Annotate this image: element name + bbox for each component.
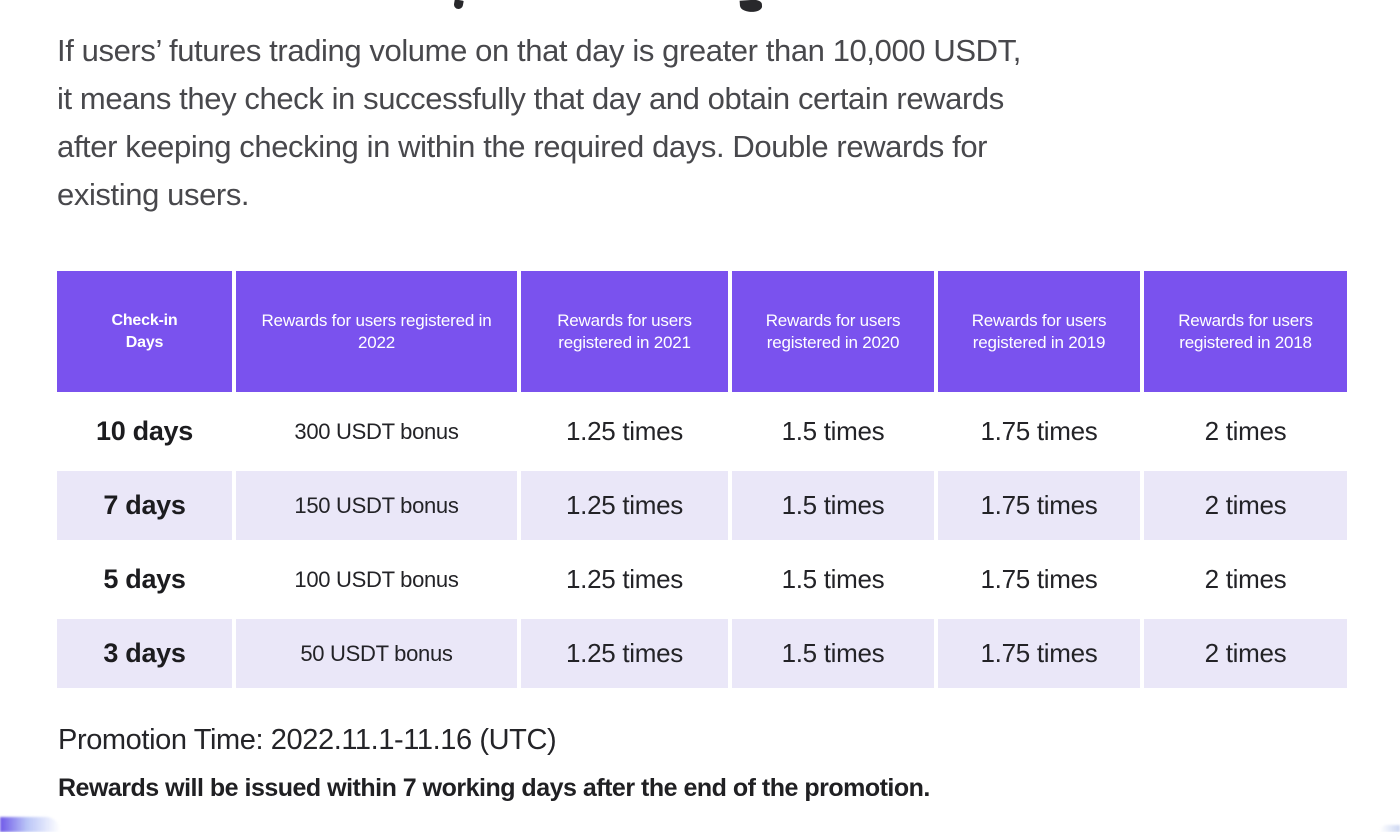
table-cell: 1.5 times bbox=[732, 471, 934, 540]
decorative-gradient-blob bbox=[0, 817, 60, 832]
table-cell: 1.25 times bbox=[566, 564, 683, 594]
table-cell: 7 days bbox=[57, 471, 232, 540]
table-header-2022: Rewards for users registered in 2022 bbox=[236, 271, 517, 392]
table-cell: 2 times bbox=[1144, 471, 1347, 540]
table-cell: 10 days bbox=[96, 416, 193, 446]
table-cell: 1.25 times bbox=[566, 416, 683, 446]
intro-line: If users’ futures trading volume on that… bbox=[57, 33, 1021, 68]
table-cell: 150 USDT bonus bbox=[236, 471, 517, 540]
table-cell: 100 USDT bonus bbox=[294, 566, 459, 592]
rewards-table: Check-in Days Rewards for users register… bbox=[57, 271, 1347, 688]
decorative-gradient-blob bbox=[1380, 825, 1400, 832]
intro-line: existing users. bbox=[57, 177, 250, 212]
table-cell: 3 days bbox=[57, 619, 232, 688]
intro-line: it means they check in successfully that… bbox=[57, 81, 1004, 116]
table-cell: 1.75 times bbox=[938, 471, 1140, 540]
table-header-2020: Rewards for users registered in 2020 bbox=[732, 271, 934, 392]
table-cell: 1.5 times bbox=[781, 416, 885, 446]
table-cell: 1.25 times bbox=[521, 619, 728, 688]
rewards-issuance-note: Rewards will be issued within 7 working … bbox=[58, 774, 930, 802]
table-cell: 5 days bbox=[103, 564, 186, 594]
intro-line: after keeping checking in within the req… bbox=[57, 129, 988, 164]
table-header-2021: Rewards for users registered in 2021 bbox=[521, 271, 728, 392]
table-cell: 1.75 times bbox=[938, 619, 1140, 688]
table-cell: 300 USDT bonus bbox=[294, 418, 459, 444]
clipped-heading-descender bbox=[453, 0, 464, 10]
table-header-2018: Rewards for users registered in 2018 bbox=[1144, 271, 1347, 392]
table-cell: 2 times bbox=[1144, 619, 1347, 688]
table-header-checkin-days: Check-in Days bbox=[57, 271, 232, 392]
table-cell: 1.75 times bbox=[980, 416, 1098, 446]
intro-paragraph: If users’ futures trading volume on that… bbox=[57, 27, 1021, 219]
table-cell: 1.25 times bbox=[521, 471, 728, 540]
table-cell: 50 USDT bonus bbox=[236, 619, 517, 688]
table-header-2019: Rewards for users registered in 2019 bbox=[938, 271, 1140, 392]
table-cell: 2 times bbox=[1204, 416, 1287, 446]
clipped-heading-descender bbox=[739, 0, 763, 13]
table-cell: 2 times bbox=[1204, 564, 1287, 594]
table-cell: 1.5 times bbox=[781, 564, 885, 594]
table-cell: 1.75 times bbox=[980, 564, 1098, 594]
promotion-time-text: Promotion Time: 2022.11.1-11.16 (UTC) bbox=[58, 724, 557, 756]
table-cell: 1.5 times bbox=[732, 619, 934, 688]
